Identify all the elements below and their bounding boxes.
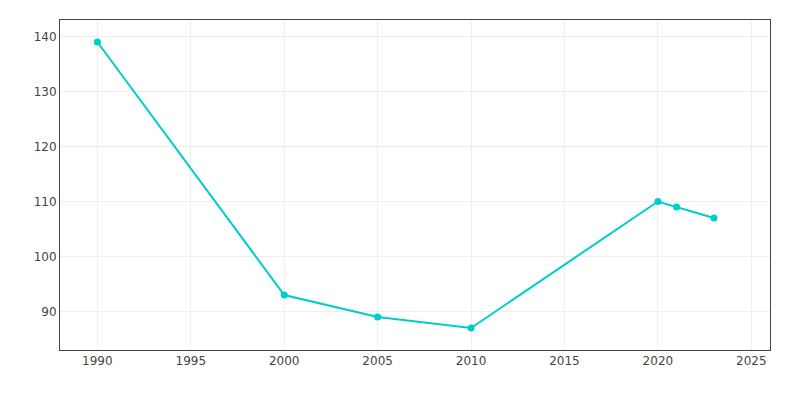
svg-text:90: 90 (41, 305, 56, 319)
svg-text:120: 120 (34, 140, 57, 154)
svg-text:2010: 2010 (456, 354, 487, 368)
svg-text:100: 100 (34, 250, 57, 264)
svg-text:110: 110 (34, 195, 57, 209)
svg-text:1990: 1990 (82, 354, 113, 368)
svg-text:140: 140 (34, 30, 57, 44)
svg-text:2020: 2020 (643, 354, 674, 368)
svg-text:1995: 1995 (176, 354, 207, 368)
svg-text:2005: 2005 (362, 354, 393, 368)
svg-text:2025: 2025 (736, 354, 767, 368)
svg-text:2000: 2000 (269, 354, 300, 368)
svg-text:130: 130 (34, 85, 57, 99)
svg-text:2015: 2015 (549, 354, 580, 368)
